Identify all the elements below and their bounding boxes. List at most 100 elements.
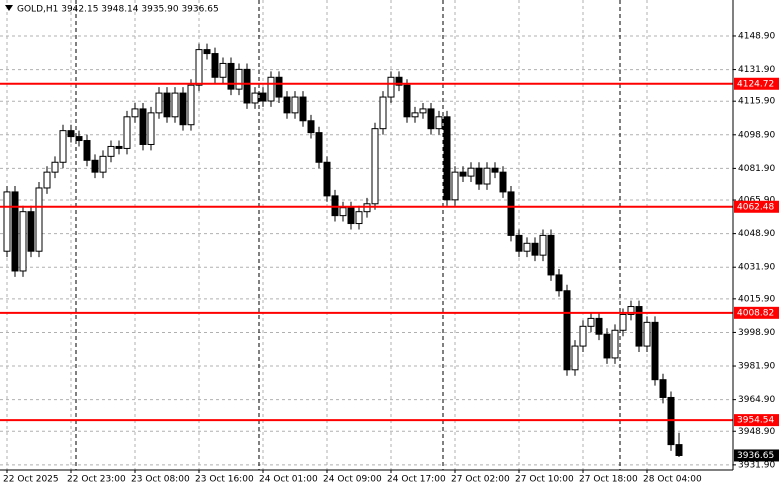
chart-header: GOLD,H1 3942.15 3948.14 3935.90 3936.65 [17, 5, 219, 15]
candle-body [59, 130, 67, 163]
candle-body [243, 68, 251, 104]
candle-body [587, 317, 595, 327]
candle-body [67, 130, 75, 138]
candle-body [235, 68, 243, 90]
candle-body [555, 274, 563, 292]
last-price-label: 3936.65 [737, 451, 774, 461]
x-tick-label: 27 Oct 02:00 [451, 475, 510, 485]
x-tick-label: 24 Oct 17:00 [387, 475, 446, 485]
x-tick-label: 24 Oct 01:00 [259, 475, 318, 485]
candle-body [523, 242, 531, 252]
candle-body [211, 53, 219, 78]
candle-body [491, 167, 499, 173]
y-tick-label: 3981.90 [738, 362, 775, 372]
candle-body [371, 128, 379, 205]
candle-body [331, 195, 339, 217]
candle-body [347, 207, 355, 225]
candle-body [115, 145, 123, 149]
level-label-box [734, 414, 779, 427]
candle-body [51, 161, 59, 173]
grid [0, 0, 733, 470]
candle-body [323, 161, 331, 197]
x-tick-label: 28 Oct 04:00 [643, 475, 702, 485]
candle-body [179, 92, 187, 126]
x-tick-label: 22 Oct 2025 [3, 475, 59, 485]
x-tick-label: 23 Oct 08:00 [131, 475, 190, 485]
y-tick-label: 3964.90 [738, 395, 775, 405]
price-axis: 4148.90 4131.90 4115.90 4098.90 4081.90 4065.… [3, 31, 779, 485]
level-label: 3954.54 [737, 416, 774, 426]
menu-icon[interactable] [5, 5, 13, 11]
candle-body [283, 96, 291, 114]
candle-body [403, 84, 411, 118]
candle-body [603, 333, 611, 359]
candle-body [19, 211, 27, 272]
y-tick-label: 3998.90 [738, 328, 775, 338]
candle-body [419, 108, 427, 114]
candle-body [155, 92, 163, 114]
candle-body [619, 313, 627, 331]
candle-body [91, 159, 99, 173]
y-tick-label: 4131.90 [738, 65, 775, 75]
candle-body [547, 234, 555, 276]
candle-body [435, 116, 443, 130]
y-tick-label: 3931.90 [738, 460, 775, 470]
candle-body [299, 96, 307, 122]
candle-body [307, 120, 315, 134]
candle-body [395, 76, 403, 86]
last-price-box [734, 449, 779, 462]
candle-body [379, 96, 387, 130]
candle-body [267, 76, 275, 102]
candle-body [635, 306, 643, 347]
candle-body [75, 136, 83, 142]
candle-body [99, 155, 107, 173]
candle-body [539, 234, 547, 256]
candle-body [3, 191, 11, 252]
candle-body [203, 49, 211, 55]
candle-body [35, 187, 43, 252]
y-tick-label: 4031.90 [738, 263, 775, 273]
candle-body [291, 96, 299, 114]
candle-body [579, 325, 587, 347]
candle-body [571, 345, 579, 371]
level-label: 4124.72 [737, 79, 774, 89]
candle-body [459, 171, 467, 177]
candle-body [123, 116, 131, 149]
candle-body [339, 207, 347, 217]
x-tick-label: 23 Oct 16:00 [195, 475, 254, 485]
candle-body [675, 444, 683, 456]
candle-body [219, 62, 227, 78]
candle-body [507, 191, 515, 236]
x-tick-label: 24 Oct 09:00 [323, 475, 382, 485]
candle-body [651, 321, 659, 381]
level-label-box [734, 200, 779, 213]
candle-body [251, 92, 259, 104]
candle-body [11, 191, 19, 272]
y-tick-label: 4148.90 [738, 31, 775, 41]
candle-body [315, 132, 323, 163]
candle-body [563, 290, 571, 371]
level-label: 4008.82 [737, 308, 774, 318]
candle-body [187, 84, 195, 126]
candle-body [475, 167, 483, 185]
candle-body [131, 108, 139, 118]
candle-body [147, 112, 155, 145]
candle-body [43, 171, 51, 189]
candle-body [387, 76, 395, 98]
candle-body [163, 92, 171, 118]
candle-body [611, 329, 619, 359]
level-label: 4062.48 [737, 202, 774, 212]
candle-body [499, 171, 507, 193]
y-tick-label: 3948.90 [738, 427, 775, 437]
y-tick-label: 4048.90 [738, 229, 775, 239]
candle-body [595, 317, 603, 335]
candle-body [27, 211, 35, 252]
x-tick-label: 27 Oct 10:00 [515, 475, 574, 485]
candle-body [227, 62, 235, 90]
candle-body [531, 242, 539, 256]
candle-body [171, 92, 179, 118]
candle-body [259, 92, 267, 102]
y-tick-label: 4015.90 [738, 294, 775, 304]
candle-body [427, 108, 435, 130]
